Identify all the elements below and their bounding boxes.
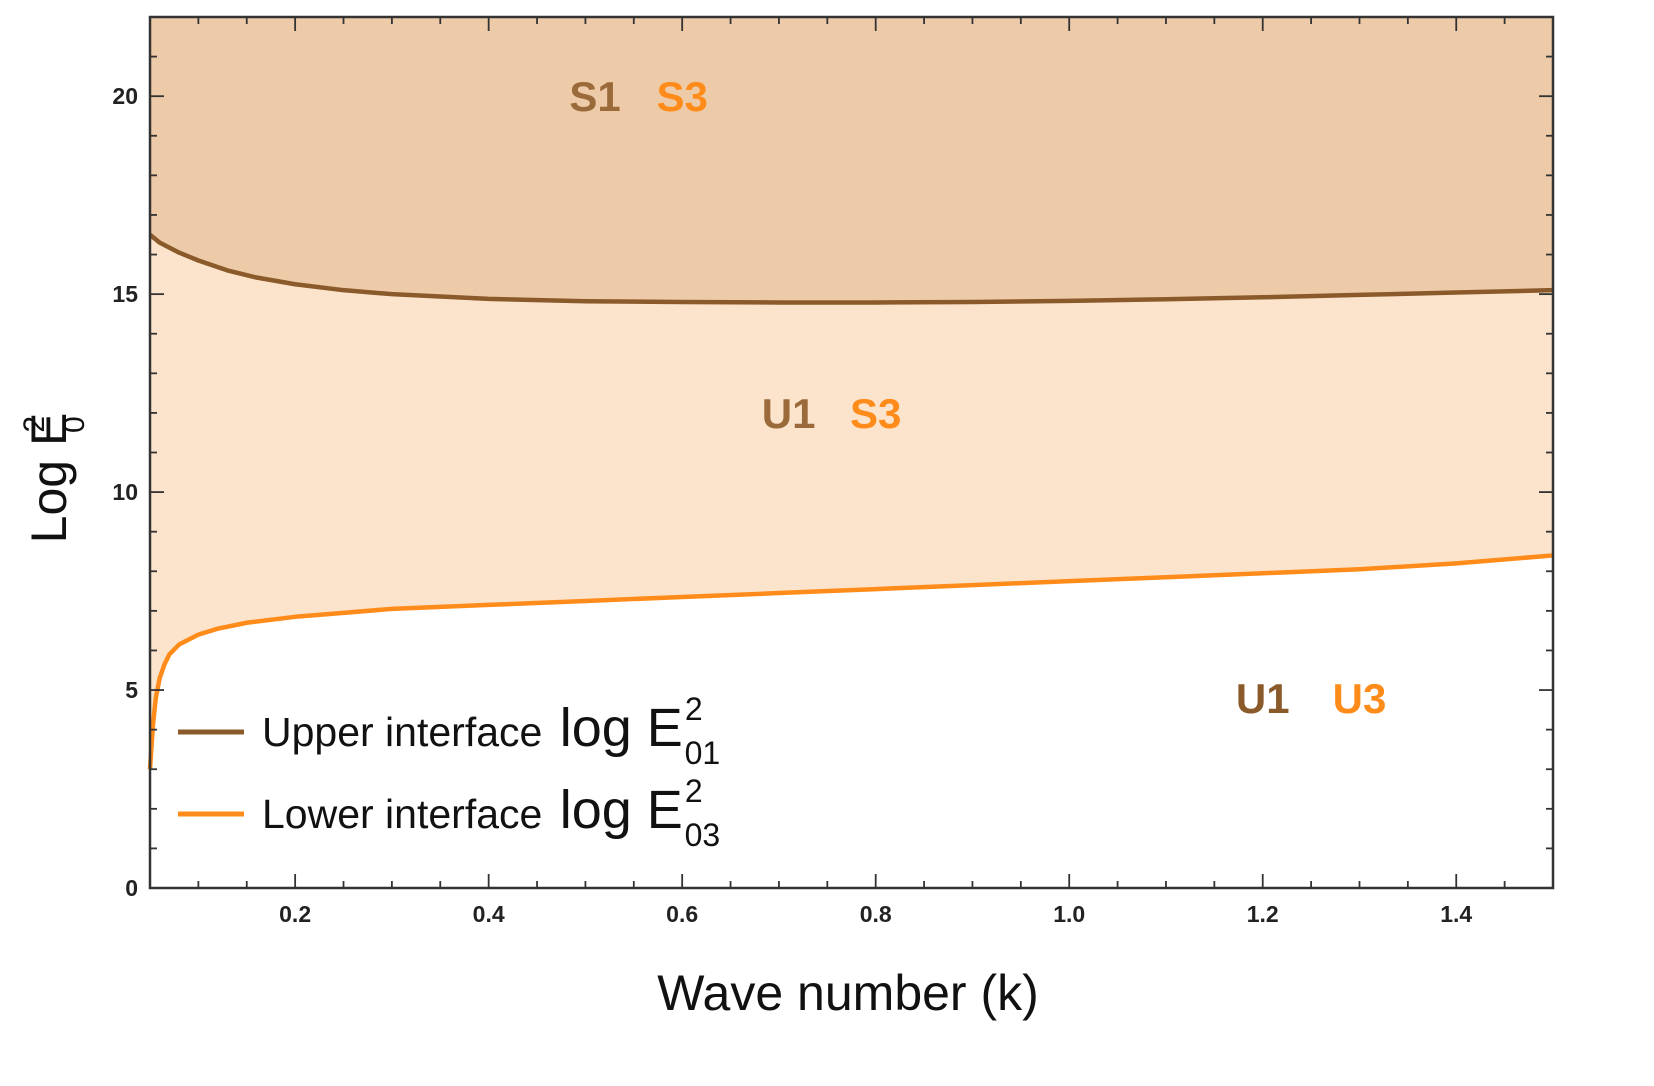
x-tick-label: 1.2 xyxy=(1247,901,1279,927)
y-axis-title-superscript: 2 xyxy=(18,416,51,433)
x-tick-label: 1.0 xyxy=(1053,901,1085,927)
region-label: S3 xyxy=(850,390,901,437)
y-tick-label: 10 xyxy=(112,479,138,505)
y-axis-title-text: Log E xyxy=(21,413,77,544)
region-annotations: S1 S3 U1 S3 U1 U3 xyxy=(569,73,1386,722)
region-top xyxy=(150,17,1553,303)
legend-text: Upper interface xyxy=(262,709,554,755)
y-axis-title-subscript: 0 xyxy=(58,416,91,433)
legend-label-lower: Lower interface log E2 03 xyxy=(262,773,720,853)
x-tick-label: 1.4 xyxy=(1440,901,1472,927)
x-tick-label: 0.6 xyxy=(666,901,698,927)
region-label: U3 xyxy=(1333,675,1387,722)
legend-text: Lower interface xyxy=(262,791,554,837)
y-axis-title: Log E2 0 xyxy=(18,413,91,544)
legend-label-upper: Upper interface log E2 01 xyxy=(262,691,720,771)
legend-superscript: 2 xyxy=(685,773,703,809)
x-tick-label: 0.8 xyxy=(860,901,892,927)
tick-labels: 0.2 0.4 0.6 0.8 1.0 1.2 1.4 0 5 10 15 20 xyxy=(112,83,1472,927)
legend-subscript: 01 xyxy=(685,735,721,771)
x-tick-label: 0.2 xyxy=(279,901,311,927)
region-label: S1 xyxy=(569,73,620,120)
legend-math: log E xyxy=(560,698,683,758)
region-label: S3 xyxy=(656,73,707,120)
legend-superscript: 2 xyxy=(685,691,703,727)
region-label: U1 xyxy=(1236,675,1290,722)
x-tick-label: 0.4 xyxy=(473,901,505,927)
y-tick-label: 5 xyxy=(125,677,138,703)
y-tick-label: 20 xyxy=(112,83,138,109)
y-tick-label: 0 xyxy=(125,875,138,901)
region-label: U1 xyxy=(762,390,816,437)
x-axis-title: Wave number (k) xyxy=(657,965,1039,1021)
y-tick-label: 15 xyxy=(112,281,138,307)
series-line-lower xyxy=(147,553,1554,770)
region-middle xyxy=(150,234,1553,770)
legend-math: log E xyxy=(560,780,683,840)
series-line-upper xyxy=(148,233,1554,305)
legend-subscript: 03 xyxy=(685,817,721,853)
series-lines xyxy=(147,233,1554,770)
shaded-regions xyxy=(150,17,1553,770)
plot-frame xyxy=(148,15,1555,890)
